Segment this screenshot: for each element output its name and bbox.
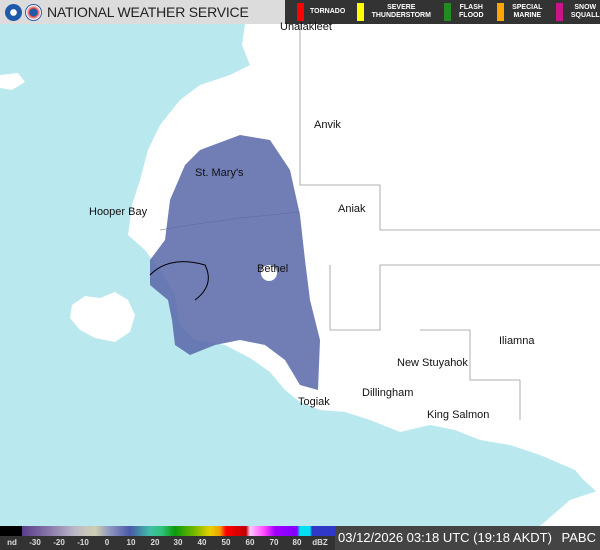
scale-label: -10	[77, 538, 89, 547]
water-bay-south	[430, 440, 600, 526]
town-label: New Stuyahok	[397, 357, 468, 369]
legend-tornado: TORNADO	[297, 3, 345, 21]
nws-logo-icon	[25, 3, 42, 21]
color-scale-bar	[0, 526, 335, 536]
legend-special-marine: SPECIAL MARINE	[497, 3, 544, 21]
town-label: Togiak	[298, 396, 330, 408]
town-label: King Salmon	[427, 409, 490, 421]
map[interactable]	[0, 0, 600, 526]
legend-severe-thunderstorm: SEVERE THUNDERSTORM	[357, 3, 432, 21]
town-label: Bethel	[257, 263, 289, 275]
legend-snow-squall: SNOW SQUALL	[556, 3, 600, 21]
radar-echoes	[150, 135, 320, 390]
tornado-swatch	[297, 3, 304, 21]
scale-label: 30	[173, 538, 183, 547]
warning-legend: TORNADO SEVERE THUNDERSTORM FLASH FLOOD …	[285, 0, 600, 24]
timestamp: 03/12/2026 03:18 UTC (19:18 AKDT)	[338, 530, 552, 545]
boundaries	[159, 24, 600, 420]
scale-label: -20	[53, 538, 65, 547]
scale-label: dBZ	[312, 538, 328, 547]
marine-swatch	[497, 3, 505, 21]
scale-label: 60	[245, 538, 255, 547]
timestamp-bar: 03/12/2026 03:18 UTC (19:18 AKDT) PABC	[335, 526, 600, 550]
island-northwest	[0, 73, 25, 90]
radar-range-ring	[149, 261, 209, 301]
station-id: PABC	[561, 530, 596, 545]
town-label: Anvik	[314, 119, 341, 131]
bethel-radar-site	[261, 265, 277, 281]
town-label: Iliamna	[499, 335, 535, 347]
scale-label: -30	[29, 538, 41, 547]
town-label: Aniak	[338, 203, 366, 215]
scale-label: nd	[7, 538, 17, 547]
town-label: St. Mary's	[195, 167, 244, 179]
scale-label: 50	[221, 538, 231, 547]
squall-swatch	[556, 3, 564, 21]
scale-label: 0	[104, 538, 110, 547]
town-label: Hooper Bay	[89, 206, 148, 218]
legend-flash-flood: FLASH FLOOD	[444, 3, 485, 21]
town-label: Dillingham	[362, 387, 414, 399]
noaa-logo-icon	[5, 3, 22, 21]
scale-label: 80	[292, 538, 302, 547]
page-title: NATIONAL WEATHER SERVICE	[47, 4, 249, 20]
scale-label: 10	[126, 538, 136, 547]
reflectivity-scale: nd -30 -20 -10 0 10 20 30 40 50 60 70 80…	[0, 526, 335, 550]
flood-swatch	[444, 3, 452, 21]
scale-label: 70	[269, 538, 279, 547]
scale-label: 20	[150, 538, 160, 547]
nws-header: NATIONAL WEATHER SERVICE	[0, 0, 285, 24]
scale-label: 40	[197, 538, 207, 547]
nunivak-island	[70, 292, 135, 342]
town-label: Unalakleet	[280, 21, 332, 33]
peninsula-south	[540, 490, 600, 526]
thunderstorm-swatch	[357, 3, 365, 21]
